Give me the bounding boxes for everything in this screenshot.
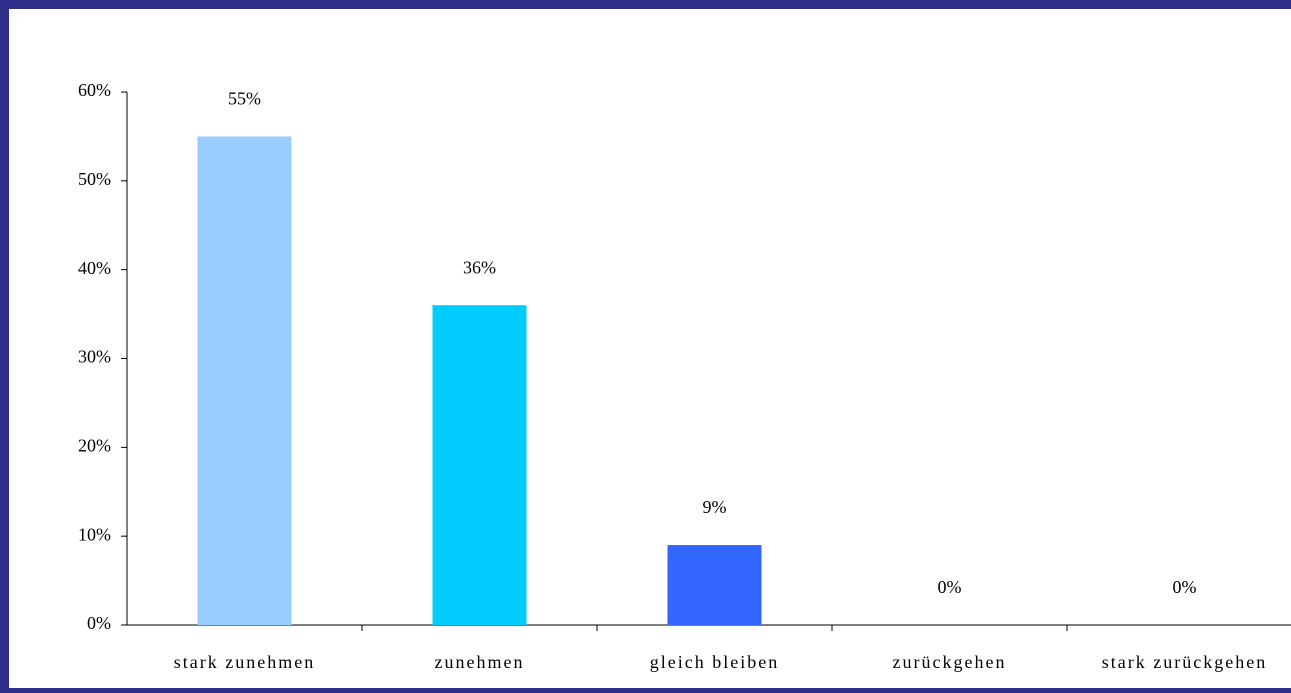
x-tick-label: stark zurückgehen — [1102, 652, 1267, 672]
y-tick-label: 20% — [78, 435, 111, 455]
x-tick-label: stark zunehmen — [174, 652, 315, 672]
bar — [667, 545, 762, 625]
x-tick-label: zunehmen — [435, 652, 525, 672]
y-tick-label: 60% — [78, 80, 111, 100]
bar — [432, 305, 527, 625]
x-tick-label: gleich bleiben — [650, 652, 779, 672]
value-label: 55% — [228, 89, 261, 109]
y-tick-label: 0% — [87, 613, 111, 633]
y-tick-label: 50% — [78, 169, 111, 189]
bar — [197, 136, 292, 625]
value-label: 0% — [1173, 577, 1197, 597]
value-label: 36% — [463, 257, 496, 277]
value-label: 9% — [703, 497, 727, 517]
y-tick-label: 40% — [78, 258, 111, 278]
y-tick-label: 10% — [78, 524, 111, 544]
y-tick-label: 30% — [78, 347, 111, 367]
value-label: 0% — [938, 577, 962, 597]
x-tick-label: zurückgehen — [893, 652, 1007, 672]
